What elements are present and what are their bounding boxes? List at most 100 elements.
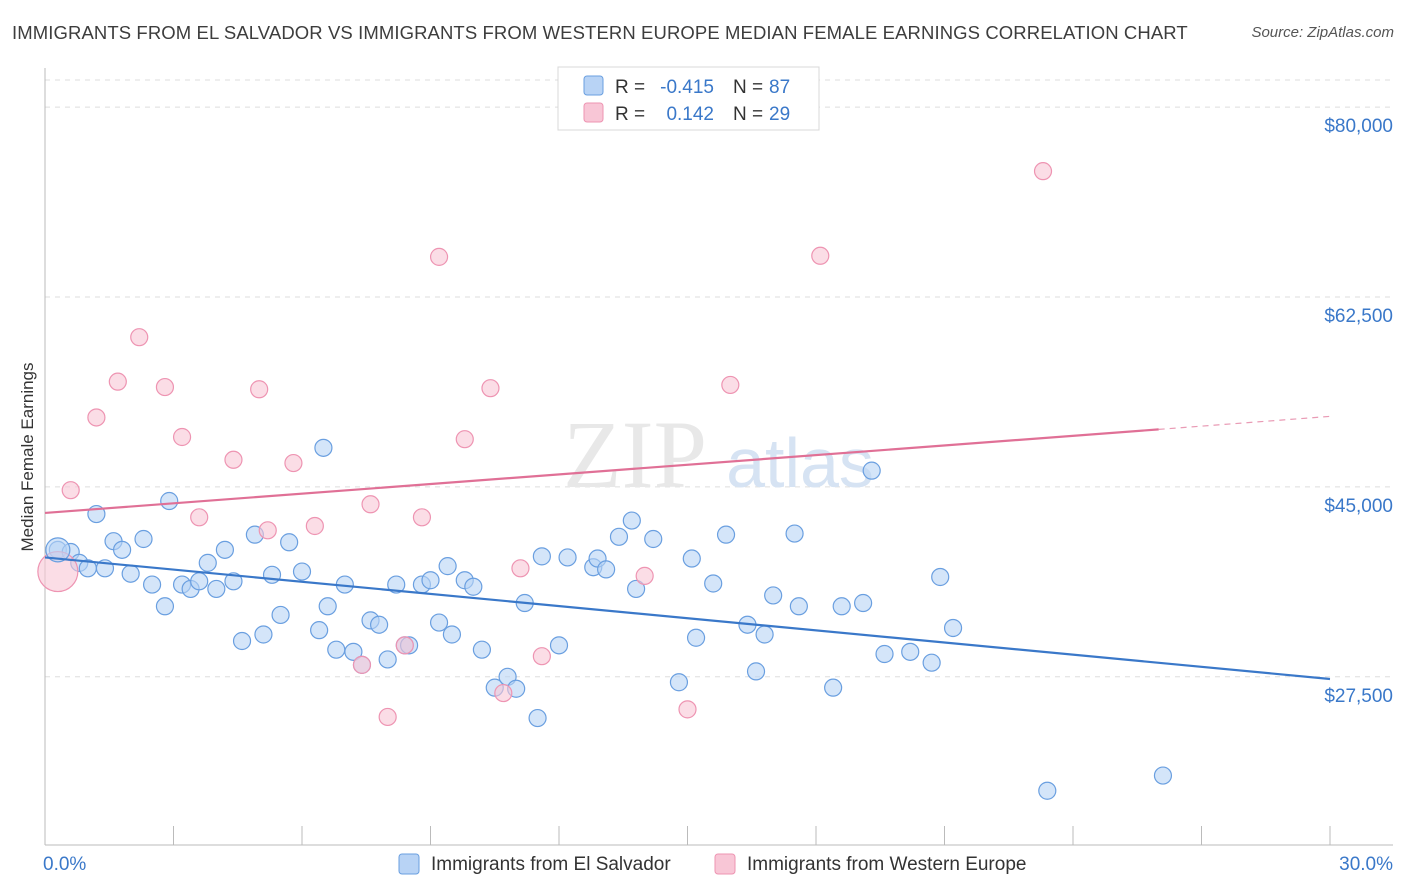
blue-point <box>134 529 153 549</box>
pink-point <box>361 495 380 514</box>
pink-point <box>305 516 324 536</box>
pink-point <box>378 707 397 727</box>
legend-n-value: 87 <box>769 77 790 98</box>
blue-point <box>224 572 243 591</box>
blue-point <box>901 642 920 661</box>
blue-point <box>943 618 963 638</box>
blue-point <box>931 567 950 587</box>
blue-point <box>271 605 290 625</box>
blue-point <box>764 586 783 605</box>
blue-point <box>464 577 483 596</box>
blue-point <box>789 597 808 616</box>
blue-point <box>280 533 299 552</box>
blue-point <box>155 597 175 616</box>
pink-point <box>532 647 551 666</box>
legend-swatch-blue <box>583 75 604 96</box>
y-axis-label: Median Female Earnings <box>18 363 37 552</box>
blue-point <box>160 491 179 511</box>
bottom-legend-label: Immigrants from Western Europe <box>747 854 1026 875</box>
blue-point <box>558 548 577 567</box>
y-tick-label: $45,000 <box>1324 496 1393 517</box>
legend-r-label: R = <box>615 104 645 125</box>
legend-n-label: N = <box>733 104 763 125</box>
pink-point <box>635 566 654 585</box>
x-tick-label: 0.0% <box>43 854 86 875</box>
pink-point <box>87 408 106 427</box>
blue-point <box>686 628 706 647</box>
watermark-zip: ZIP <box>563 401 707 508</box>
blue-point <box>746 662 766 681</box>
legend-n-label: N = <box>733 77 763 98</box>
blue-point <box>716 525 736 544</box>
blue-point <box>190 572 209 591</box>
blue-point <box>832 597 851 616</box>
watermark-atlas: atlas <box>726 424 874 502</box>
legend-swatch-pink <box>583 102 604 123</box>
pink-point <box>61 481 80 500</box>
y-tick-label: $80,000 <box>1324 116 1393 137</box>
blue-point <box>378 650 397 669</box>
blue-point <box>854 593 873 613</box>
legend-r-value: -0.415 <box>660 77 714 98</box>
pink-point <box>429 247 449 266</box>
blue-point <box>310 621 329 640</box>
top-legend: R = -0.415 N = 87 R = 0.142 N = 29 <box>557 66 820 131</box>
blue-point <box>626 579 646 599</box>
blue-point <box>207 579 226 599</box>
blue-point <box>704 574 723 593</box>
blue-point <box>528 708 547 728</box>
pink-point <box>172 427 192 447</box>
blue-point <box>862 461 881 480</box>
blue-point <box>292 562 312 581</box>
blue-point <box>532 547 551 566</box>
pink-point <box>811 246 830 265</box>
pink-point <box>190 508 209 527</box>
blue-point <box>327 640 346 659</box>
bottom-legend-label: Immigrants from El Salvador <box>431 854 671 875</box>
blue-point <box>429 613 449 632</box>
x-tick-label: 30.0% <box>1339 854 1393 875</box>
blue-point <box>262 565 282 584</box>
pink-point <box>155 377 175 397</box>
pink-point <box>284 453 303 473</box>
blue-point <box>1038 781 1057 800</box>
blue-point <box>438 557 457 576</box>
blue-point <box>254 625 273 644</box>
blue-point <box>622 511 641 530</box>
points-layer <box>37 162 1173 800</box>
chart-title: IMMIGRANTS FROM EL SALVADOR VS IMMIGRANT… <box>12 22 1188 43</box>
pink-point <box>250 380 269 399</box>
legend-r-label: R = <box>615 77 645 98</box>
blue-point <box>442 625 462 644</box>
y-tick-label: $27,500 <box>1324 686 1393 707</box>
pink-point <box>258 521 277 540</box>
legend-n-value: 29 <box>769 104 790 125</box>
blue-point <box>344 642 363 661</box>
pink-point <box>108 372 127 391</box>
blue-point <box>387 575 406 594</box>
axis-layer <box>44 68 1393 846</box>
pink-point <box>352 655 372 674</box>
bottom-legend: Immigrants from El Salvador Immigrants f… <box>398 853 1026 875</box>
blue-point <box>824 678 843 697</box>
pink-point <box>395 636 414 655</box>
bottom-legend-swatch-pink <box>714 853 736 875</box>
pink-point <box>678 700 697 719</box>
blue-point <box>682 549 701 568</box>
blue-point <box>609 527 629 546</box>
blue-point <box>875 644 894 664</box>
blue-point <box>142 575 162 594</box>
blue-point <box>669 673 689 692</box>
pink-point <box>130 328 149 347</box>
grid-layer: $27,500 $45,000 $62,500 $80,000 <box>45 79 1393 707</box>
blue-point <box>644 529 663 549</box>
trend-layer <box>44 415 1331 681</box>
blue-point <box>922 653 941 672</box>
blue-point <box>314 438 333 457</box>
blue-point <box>121 564 140 583</box>
blue-point <box>472 640 491 659</box>
pink-point <box>494 683 513 703</box>
chart-source: Source: ZipAtlas.com <box>1251 24 1394 41</box>
pink-trend-line <box>44 428 1159 515</box>
